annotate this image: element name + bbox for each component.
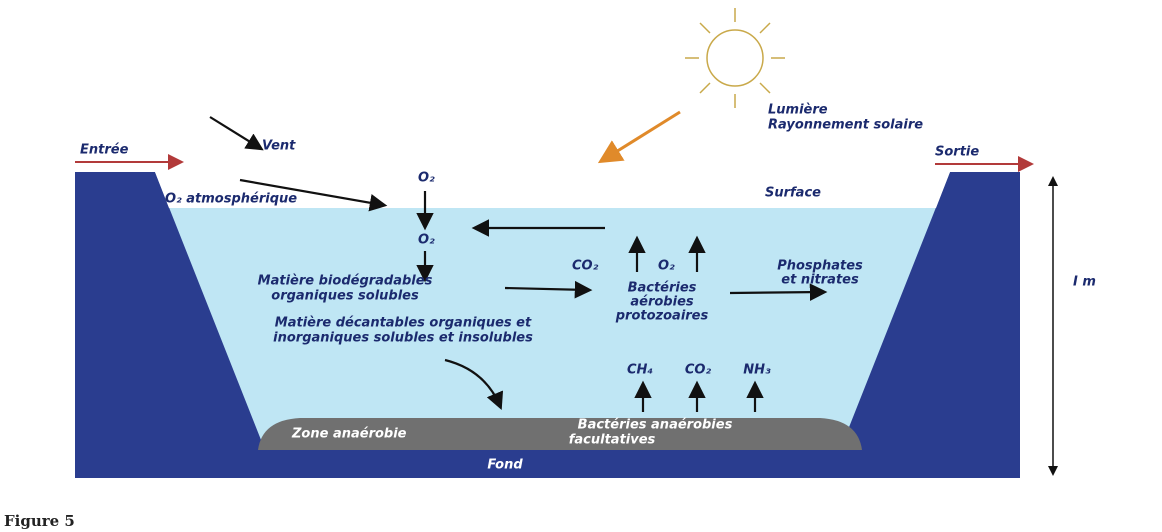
label: NH₃: [743, 363, 771, 378]
label: facultatives: [569, 433, 656, 448]
label: Matière décantables organiques et: [275, 316, 532, 331]
label: Phosphates: [777, 259, 863, 274]
label: O₂: [418, 171, 435, 186]
label: Matière biodégradables: [258, 274, 433, 289]
label: CO₂: [685, 363, 712, 378]
diagram: Entrée Vent O₂ Lumière Rayonnement solai…: [0, 0, 1162, 532]
label: Rayonnement solaire: [768, 118, 923, 133]
label: Lumière: [768, 103, 828, 118]
label: O₂ atmosphérique: [165, 192, 297, 207]
label: et nitrates: [781, 273, 859, 288]
label: Surface: [765, 186, 821, 201]
label: O₂: [418, 233, 435, 248]
sunlight-arrow: [603, 112, 680, 160]
label: inorganiques solubles et insolubles: [273, 331, 533, 346]
label: organiques solubles: [271, 289, 419, 304]
label: Zone anaérobie: [291, 427, 407, 442]
label: aérobies: [630, 295, 694, 310]
label: Entrée: [80, 143, 129, 158]
label: I m: [1073, 275, 1096, 290]
label: protozoaires: [615, 309, 709, 324]
label: Bactéries: [628, 281, 697, 296]
water: [155, 172, 950, 450]
label: CH₄: [627, 363, 653, 378]
label: Sortie: [935, 145, 979, 160]
label: O₂: [658, 259, 675, 274]
label: Bactéries anaérobies: [578, 418, 733, 433]
caption: Figure 5: [4, 512, 75, 530]
label: Vent: [262, 139, 296, 154]
label: CO₂: [572, 259, 599, 274]
sun: [685, 8, 785, 108]
label: Fond: [487, 458, 523, 473]
